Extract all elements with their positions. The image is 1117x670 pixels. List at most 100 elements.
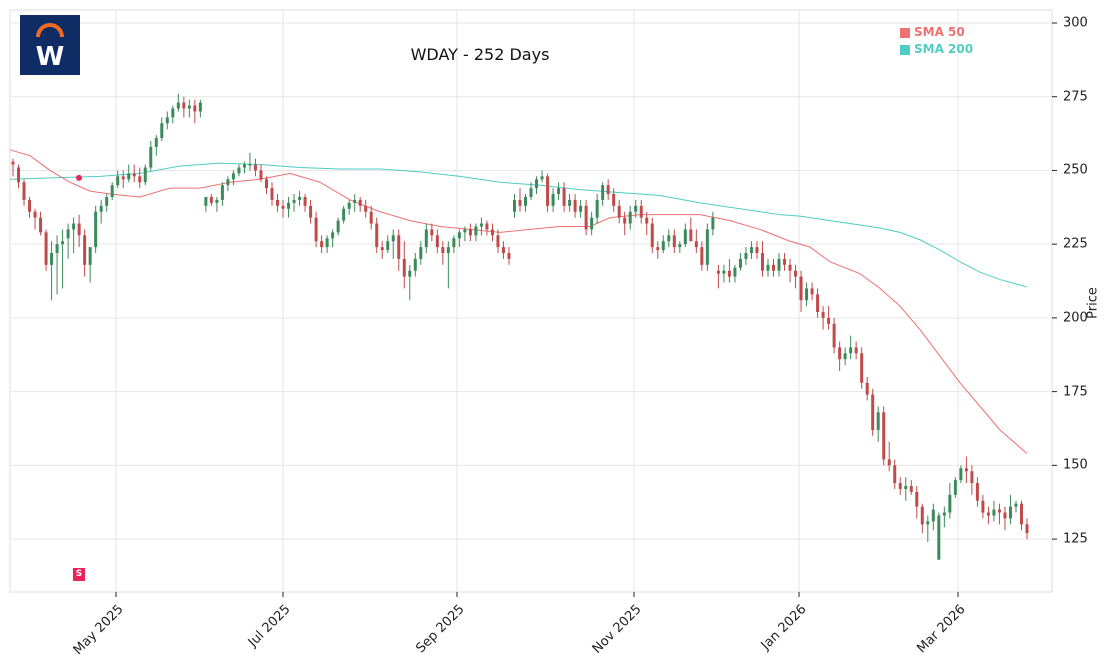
candle-up	[419, 247, 423, 259]
candle-down	[320, 241, 324, 248]
candle-down	[468, 229, 472, 236]
candle-down	[865, 382, 869, 395]
candle-down	[584, 205, 588, 230]
candle-up	[843, 353, 847, 360]
sell-signal-marker: S	[73, 568, 85, 581]
candle-up	[55, 244, 59, 254]
candle-down	[821, 312, 825, 318]
candle-up	[347, 202, 351, 209]
candle-down	[441, 247, 445, 254]
candle-up	[540, 176, 544, 180]
candle-down	[265, 179, 268, 189]
candle-up	[1008, 506, 1012, 519]
candle-down	[314, 217, 318, 242]
candle-up	[766, 264, 770, 271]
y-tick-label: 175	[1063, 384, 1088, 400]
candle-up	[661, 241, 665, 251]
candle-up	[937, 515, 941, 560]
candle-down	[1019, 503, 1023, 525]
candle-up	[99, 205, 103, 212]
candle-up	[683, 229, 687, 245]
candle-up	[457, 232, 461, 239]
candle-down	[380, 247, 384, 251]
legend-label-sma200: SMA 200	[914, 42, 974, 56]
candle-down	[518, 199, 522, 206]
legend: SMA 50 SMA 200	[900, 24, 973, 58]
candle-up	[749, 247, 753, 254]
y-tick-label: 225	[1063, 236, 1088, 252]
candle-down	[975, 483, 979, 501]
candle-down	[915, 491, 919, 507]
candle-up	[187, 105, 191, 109]
candle-up	[287, 202, 291, 209]
candle-down	[28, 199, 32, 212]
candle-down	[369, 211, 373, 224]
candle-down	[490, 229, 494, 236]
candle-up	[942, 512, 946, 516]
candle-down	[672, 235, 676, 248]
candle-up	[171, 108, 175, 118]
candle-down	[1025, 524, 1029, 534]
candle-down	[838, 347, 842, 360]
candle-down	[182, 102, 186, 109]
candle-down	[375, 223, 379, 248]
candle-down	[964, 468, 968, 472]
candle-up	[738, 258, 742, 268]
y-tick-label: 250	[1063, 162, 1088, 178]
candle-up	[474, 226, 478, 236]
candle-up	[408, 270, 412, 277]
candle-down	[909, 485, 913, 492]
candle-down	[981, 500, 985, 513]
candle-down	[623, 217, 627, 224]
candle-up	[722, 270, 726, 274]
candle-down	[656, 247, 660, 251]
candle-up	[628, 211, 632, 224]
candle-up	[463, 229, 467, 233]
candle-down	[887, 459, 891, 466]
candle-up	[215, 199, 219, 203]
candle-down	[397, 235, 401, 259]
candle-up	[127, 173, 131, 180]
candle-up	[733, 267, 737, 277]
candle-up	[220, 185, 224, 200]
candle-up	[678, 244, 682, 248]
candle-down	[772, 264, 775, 271]
candle-down	[783, 258, 787, 265]
sma200-swatch-icon	[900, 44, 910, 55]
candle-up	[160, 123, 164, 139]
candle-up	[325, 238, 329, 248]
candle-down	[358, 199, 362, 206]
candle-up	[446, 247, 450, 254]
candle-up	[248, 164, 252, 166]
candle-down	[727, 270, 731, 277]
candle-down	[132, 173, 136, 177]
candle-down	[276, 199, 280, 206]
candle-up	[237, 167, 241, 174]
candle-up	[110, 185, 114, 197]
workday-logo: W	[20, 15, 80, 75]
candle-down	[573, 199, 577, 212]
candle-up	[805, 288, 809, 301]
candle-down	[827, 317, 831, 324]
candle-down	[755, 247, 759, 254]
candle-down	[760, 253, 764, 271]
candle-down	[970, 471, 974, 484]
candle-up	[926, 521, 930, 525]
candle-up	[226, 179, 230, 186]
candle-up	[512, 199, 516, 212]
candle-down	[270, 188, 274, 200]
candle-up	[452, 238, 456, 248]
candle-down	[83, 235, 87, 265]
sma200-line	[9, 162, 1028, 288]
candle-up	[94, 211, 98, 248]
candle-down	[309, 205, 313, 218]
candle-down	[193, 105, 197, 112]
candle-down	[485, 223, 489, 230]
candle-up	[391, 235, 395, 242]
candle-up	[595, 199, 599, 218]
candle-up	[61, 241, 65, 245]
candle-down	[606, 185, 610, 195]
candle-down	[22, 182, 26, 200]
candle-up	[292, 199, 296, 203]
svg-text:W: W	[36, 42, 65, 72]
